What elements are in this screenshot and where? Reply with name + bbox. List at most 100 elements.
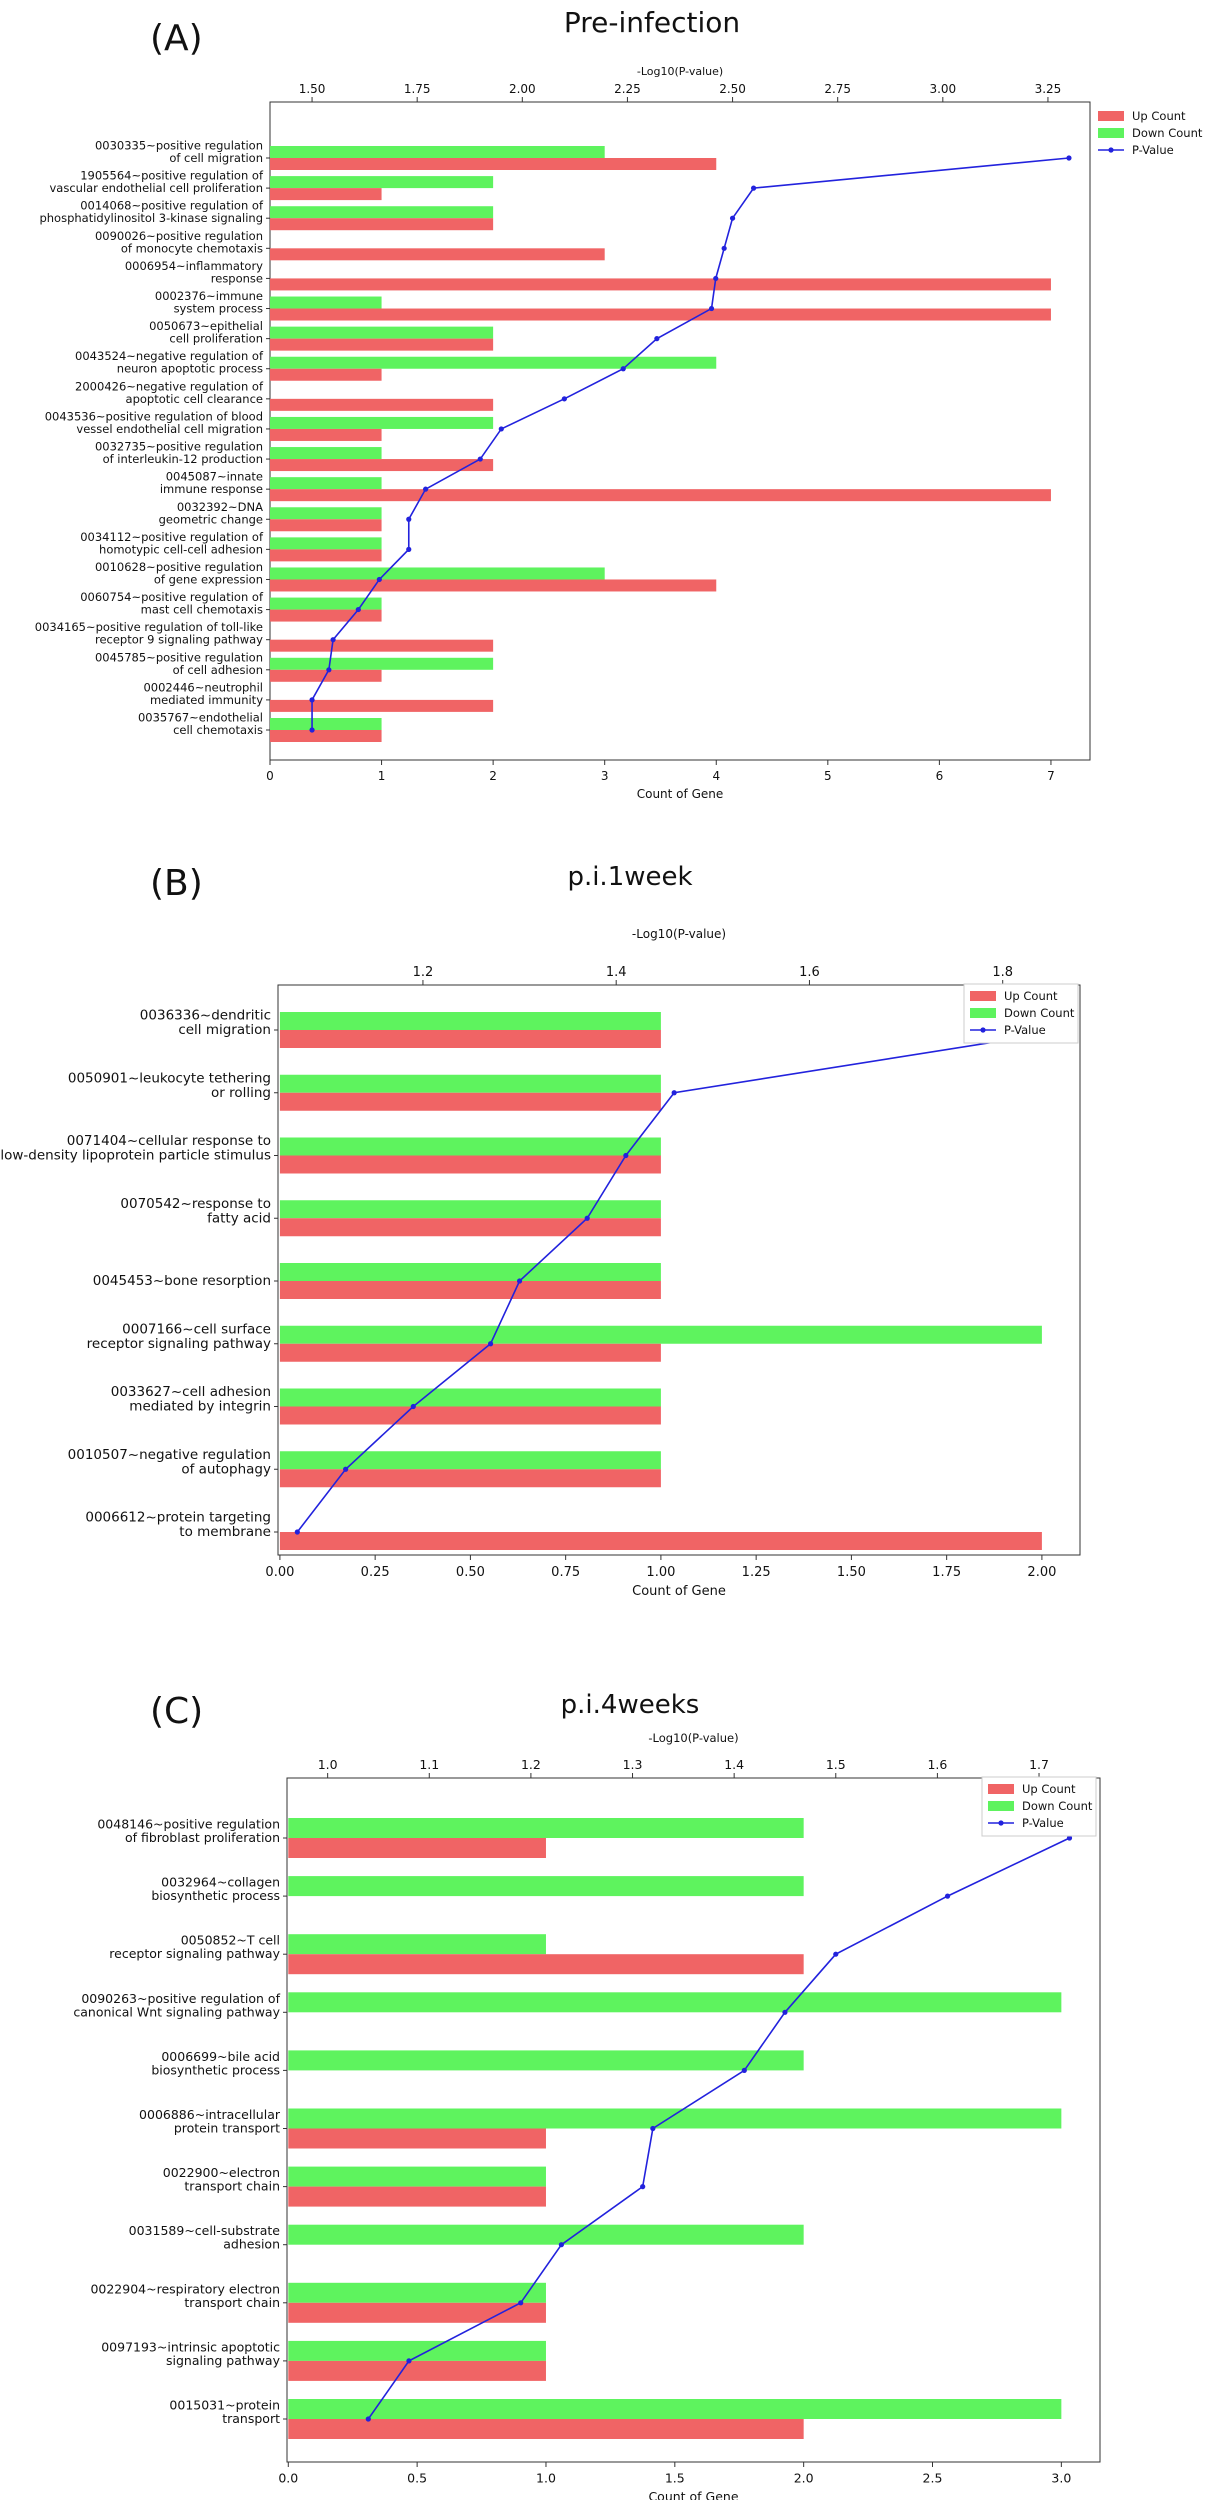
pvalue-point [406,516,412,522]
x-tick-label: 1.5 [665,2471,685,2486]
x-tick-label: 1.25 [742,1565,771,1580]
x2-tick-label: 3.25 [1035,82,1062,96]
category-label: 0070542~response to [120,1196,271,1212]
legend-label-down: Down Count [1004,1006,1075,1020]
x2-tick-label: 1.6 [799,965,820,980]
pvalue-point [355,606,361,613]
bar-up-count [270,428,382,441]
legend-swatch-up [970,991,996,1001]
bar-down-count [270,326,494,339]
pvalue-point [623,1152,629,1159]
category-label: fatty acid [207,1210,271,1226]
category-label: 0015031~protein [169,2398,280,2413]
chart-panel-1: (B) p.i.1week 0.00 0.25 0.50 0.75 1.00 1.25 1.50… [0,862,1081,1599]
x-axis-top: 1.50 1.75 2.00 2.25 2.50 2.75 3.00 3.25 -Log10(P… [299,65,1062,102]
bar-down-count [288,1818,804,1838]
x-tick-label: 0.75 [551,1565,580,1580]
bar-up-count [270,609,382,622]
bar-down-count [270,206,494,219]
bar-down-count [270,597,382,610]
x-tick-label: 0 [266,769,274,783]
bar-up-count [279,1406,661,1425]
bar-up-count [279,1218,661,1237]
x2-tick-label: 1.8 [992,965,1013,980]
bars [270,146,1051,742]
bar-down-count [288,2166,546,2187]
panel-label: (C) [150,1691,203,1732]
category-label: receptor signaling pathway [87,1336,271,1352]
bar-up-count [270,699,494,712]
pvalue-point [640,2184,646,2190]
x-tick-label: 1.75 [932,1565,961,1580]
x-tick-label: 2.0 [794,2471,814,2486]
pvalue-point [365,2416,371,2422]
bar-up-count [270,579,717,592]
bar-down-count [288,1934,546,1955]
plot-frame [286,1777,1101,2463]
legend-label-pval: P-Value [1004,1023,1046,1037]
legend-marker-pval [980,1027,986,1033]
bar-up-count [270,489,1051,502]
x-tick-label: 1.0 [536,2471,556,2486]
legend-label-down: Down Count [1132,126,1203,140]
x-tick-label: 1.00 [646,1565,675,1580]
category-label: of cell adhesion [173,663,263,677]
category-label: vessel endothelial cell migration [76,422,263,436]
x2-tick-label: 1.50 [299,82,326,96]
x2-tick-label: 1.6 [927,1757,947,1772]
bar-up-count [270,338,494,351]
category-label: 0097193~intrinsic apoptotic [101,2339,280,2354]
pvalue-point [487,1341,494,1347]
bar-down-count [288,2340,546,2361]
pvalue-point [406,546,412,552]
pvalue-point [294,1529,300,1535]
category-label: cell migration [178,1022,271,1038]
bar-up-count [279,1469,661,1488]
pvalue-point [650,2125,656,2132]
category-label: canonical Wnt signaling pathway [73,2004,280,2019]
category-label: 0032735~positive regulation [95,440,263,454]
x2-tick-label: 1.1 [419,1757,439,1772]
bar-down-count [270,507,382,520]
pvalue-point [406,2358,412,2364]
category-label: 0050901~leukocyte tethering [68,1070,271,1086]
bar-up-count [270,519,382,532]
bar-down-count [270,416,494,429]
category-label: of monocyte chemotaxis [121,241,263,255]
category-label: 0014068~positive regulation of [80,199,264,213]
category-label: 0034165~positive regulation of toll-like [35,620,263,634]
bar-up-count [279,1155,661,1174]
x-axis-top: 1.2 1.4 1.6 1.8 -Log10(P-value) [413,927,1013,985]
bar-up-count [270,308,1051,321]
category-label: 0043536~positive regulation of blood [45,409,263,423]
x-axis-bottom: 0 1 2 3 4 5 6 7 Count of Gene [266,760,1055,801]
category-label: mediated immunity [150,693,263,707]
category-label: vascular endothelial cell proliferation [49,181,263,195]
bar-up-count [288,1838,546,1858]
chart-panel-0: (A) Pre-infection 0 1 2 3 4 5 6 7 Count of Gene 1.5… [35,6,1203,801]
panel-label: (A) [150,18,203,59]
bar-up-count [288,2186,546,2207]
bar-up-count [279,1030,661,1048]
category-label: 0032964~collagen [161,1875,280,1890]
x2-tick-label: 2.50 [719,82,746,96]
bars [288,1818,1062,2439]
x-tick-label: 2.5 [923,2471,943,2486]
category-label: 0002446~neutrophil [143,680,263,694]
bar-up-count [288,2302,546,2323]
pvalue-point [671,1090,677,1096]
category-label: cell chemotaxis [173,723,263,737]
x2-axis-label: -Log10(P-value) [637,65,723,78]
bar-up-count [270,639,494,652]
category-label: 0010628~positive regulation [95,560,263,574]
pvalue-series [294,1027,1073,1535]
x2-tick-label: 1.0 [318,1757,338,1772]
category-label: 0045785~positive regulation [95,650,263,664]
pvalue-point [326,667,332,673]
bars [279,1012,1042,1550]
category-label: of interleukin-12 production [103,452,263,466]
x2-tick-label: 3.00 [929,82,956,96]
category-label: 0045453~bone resorption [93,1273,271,1289]
pvalue-point [620,366,626,372]
bar-up-count [270,549,382,562]
